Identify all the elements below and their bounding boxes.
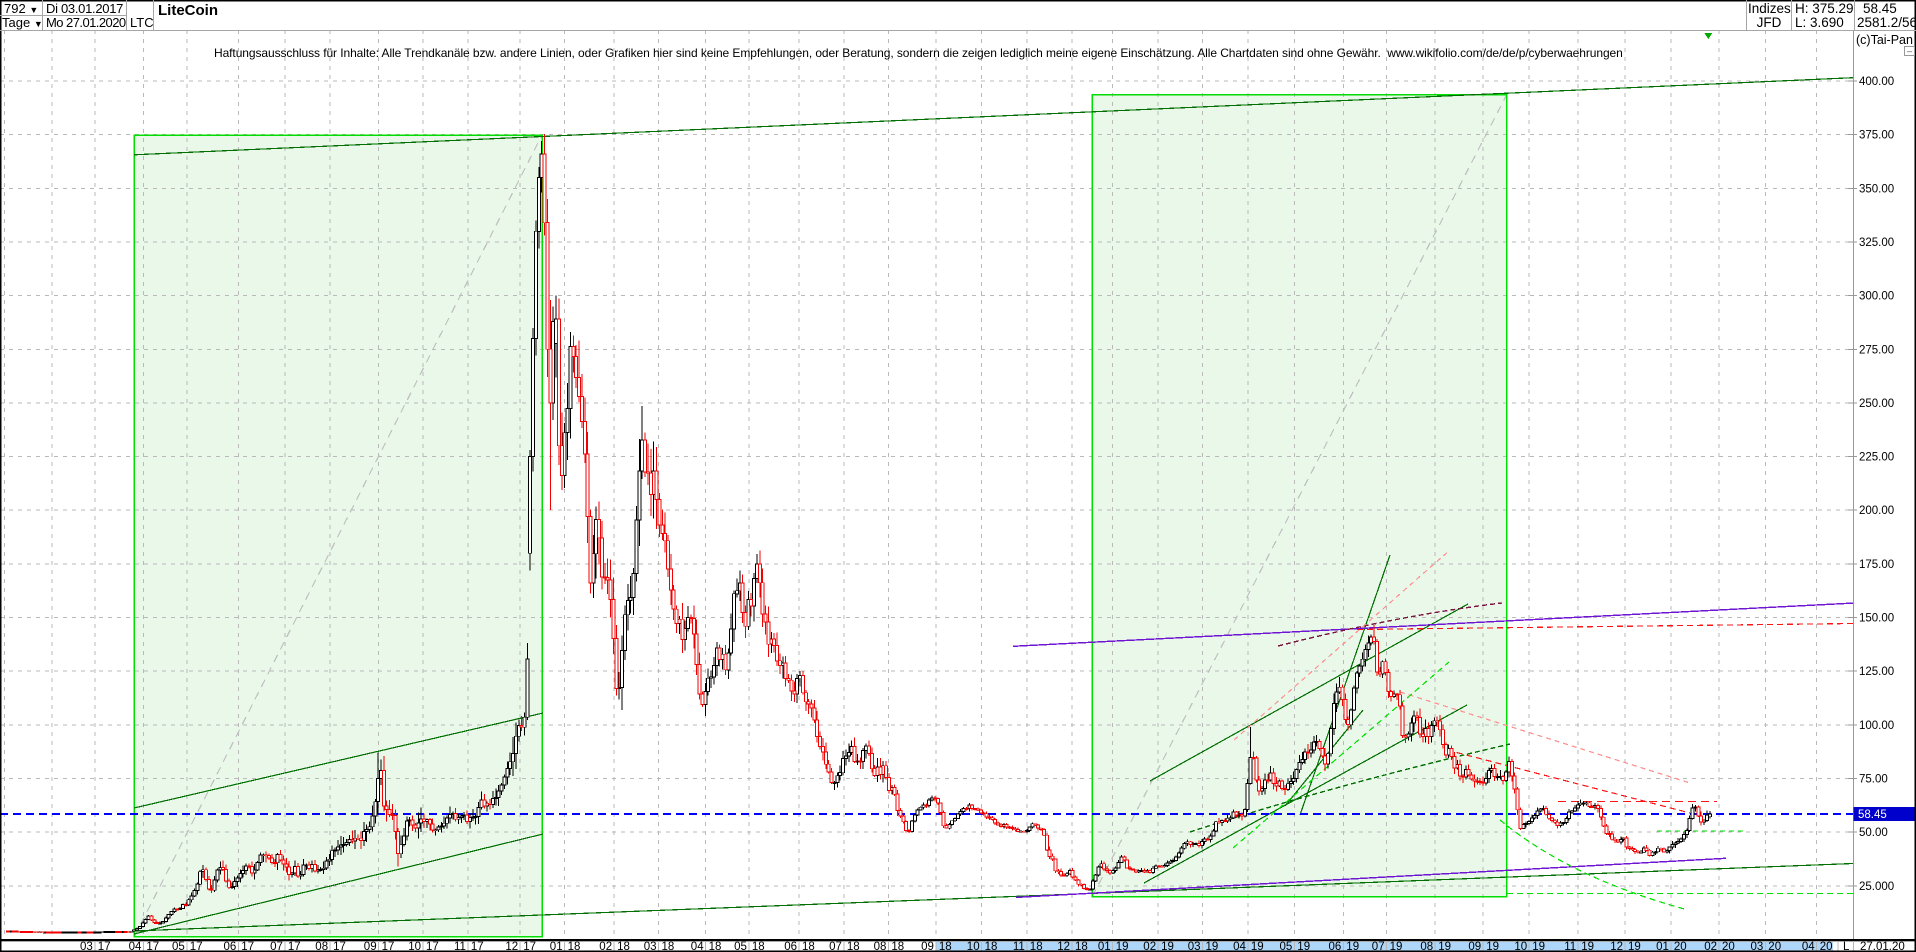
svg-text:12: 12 <box>1057 941 1070 952</box>
svg-text:300.00: 300.00 <box>1859 291 1894 303</box>
svg-text:250.00: 250.00 <box>1859 398 1894 410</box>
svg-text:04: 04 <box>129 941 142 952</box>
svg-text:175.00: 175.00 <box>1859 559 1894 571</box>
svg-text:01: 01 <box>1656 941 1669 952</box>
svg-text:25.000: 25.000 <box>1859 881 1894 893</box>
svg-text:10: 10 <box>408 941 421 952</box>
svg-text:12: 12 <box>1610 941 1623 952</box>
svg-text:09: 09 <box>1468 941 1481 952</box>
svg-text:150.00: 150.00 <box>1859 613 1894 625</box>
svg-text:07: 07 <box>829 941 842 952</box>
svg-text:03: 03 <box>80 941 93 952</box>
svg-text:19: 19 <box>1161 941 1174 952</box>
svg-text:75.00: 75.00 <box>1859 773 1888 785</box>
svg-text:19: 19 <box>1251 941 1264 952</box>
svg-text:20: 20 <box>1674 941 1687 952</box>
svg-text:04: 04 <box>1802 941 1815 952</box>
svg-text:18: 18 <box>802 941 815 952</box>
svg-text:02: 02 <box>599 941 612 952</box>
svg-text:17: 17 <box>426 941 439 952</box>
svg-text:01: 01 <box>1098 941 1111 952</box>
svg-text:18: 18 <box>709 941 722 952</box>
svg-text:17: 17 <box>146 941 159 952</box>
svg-text:27.01.20: 27.01.20 <box>1860 941 1905 952</box>
svg-text:275.00: 275.00 <box>1859 344 1894 356</box>
svg-text:07: 07 <box>270 941 283 952</box>
svg-text:10: 10 <box>1514 941 1527 952</box>
svg-text:17: 17 <box>288 941 301 952</box>
svg-text:17: 17 <box>190 941 203 952</box>
svg-text:10: 10 <box>967 941 980 952</box>
svg-text:02: 02 <box>1704 941 1717 952</box>
svg-text:04: 04 <box>1233 941 1246 952</box>
svg-text:17: 17 <box>382 941 395 952</box>
svg-text:11: 11 <box>454 941 466 952</box>
svg-text:325.00: 325.00 <box>1859 237 1894 249</box>
svg-text:350.00: 350.00 <box>1859 183 1894 195</box>
svg-text:L: L <box>1843 941 1850 952</box>
svg-text:07: 07 <box>1372 941 1385 952</box>
svg-text:375.00: 375.00 <box>1859 130 1894 142</box>
svg-text:18: 18 <box>568 941 581 952</box>
svg-text:19: 19 <box>1486 941 1499 952</box>
svg-text:100.00: 100.00 <box>1859 720 1894 732</box>
svg-text:200.00: 200.00 <box>1859 505 1894 517</box>
svg-text:11: 11 <box>1013 941 1025 952</box>
svg-text:17: 17 <box>523 941 536 952</box>
svg-text:19: 19 <box>1628 941 1641 952</box>
svg-text:19: 19 <box>1116 941 1129 952</box>
svg-text:06: 06 <box>1329 941 1342 952</box>
svg-text:18: 18 <box>939 941 952 952</box>
svg-text:20: 20 <box>1768 941 1781 952</box>
svg-text:19: 19 <box>1297 941 1310 952</box>
svg-text:20: 20 <box>1820 941 1833 952</box>
svg-text:17: 17 <box>333 941 346 952</box>
svg-text:05: 05 <box>172 941 185 952</box>
svg-text:17: 17 <box>471 941 484 952</box>
svg-text:11: 11 <box>1564 941 1576 952</box>
svg-text:17: 17 <box>241 941 254 952</box>
svg-text:18: 18 <box>617 941 630 952</box>
svg-text:03: 03 <box>1188 941 1201 952</box>
svg-text:03: 03 <box>644 941 657 952</box>
svg-text:01: 01 <box>550 941 563 952</box>
svg-text:400.00: 400.00 <box>1859 76 1894 88</box>
svg-text:17: 17 <box>98 941 111 952</box>
svg-text:50.00: 50.00 <box>1859 827 1888 839</box>
svg-text:18: 18 <box>1030 941 1043 952</box>
svg-text:225.00: 225.00 <box>1859 452 1894 464</box>
svg-text:09: 09 <box>921 941 934 952</box>
svg-text:09: 09 <box>364 941 377 952</box>
svg-text:18: 18 <box>891 941 904 952</box>
svg-text:125.00: 125.00 <box>1859 666 1894 678</box>
svg-text:18: 18 <box>1075 941 1088 952</box>
svg-text:05: 05 <box>1280 941 1293 952</box>
svg-text:04: 04 <box>691 941 704 952</box>
svg-text:19: 19 <box>1390 941 1403 952</box>
svg-text:12: 12 <box>505 941 518 952</box>
svg-text:19: 19 <box>1438 941 1451 952</box>
svg-text:19: 19 <box>1532 941 1545 952</box>
svg-text:19: 19 <box>1206 941 1219 952</box>
svg-text:18: 18 <box>662 941 675 952</box>
svg-text:18: 18 <box>847 941 860 952</box>
svg-text:03: 03 <box>1751 941 1764 952</box>
svg-text:08: 08 <box>315 941 328 952</box>
svg-text:19: 19 <box>1346 941 1359 952</box>
svg-text:08: 08 <box>874 941 887 952</box>
svg-text:18: 18 <box>985 941 998 952</box>
svg-text:06: 06 <box>224 941 237 952</box>
svg-text:05: 05 <box>734 941 747 952</box>
svg-text:19: 19 <box>1581 941 1594 952</box>
svg-text:20: 20 <box>1722 941 1735 952</box>
svg-text:02: 02 <box>1143 941 1156 952</box>
svg-text:08: 08 <box>1420 941 1433 952</box>
svg-text:06: 06 <box>784 941 797 952</box>
svg-text:18: 18 <box>752 941 765 952</box>
svg-text:58.45: 58.45 <box>1858 809 1887 821</box>
